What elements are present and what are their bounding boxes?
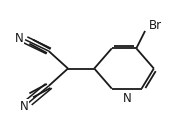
- Text: N: N: [15, 32, 23, 45]
- Text: N: N: [20, 100, 28, 113]
- Text: N: N: [123, 92, 132, 105]
- Text: Br: Br: [149, 19, 162, 32]
